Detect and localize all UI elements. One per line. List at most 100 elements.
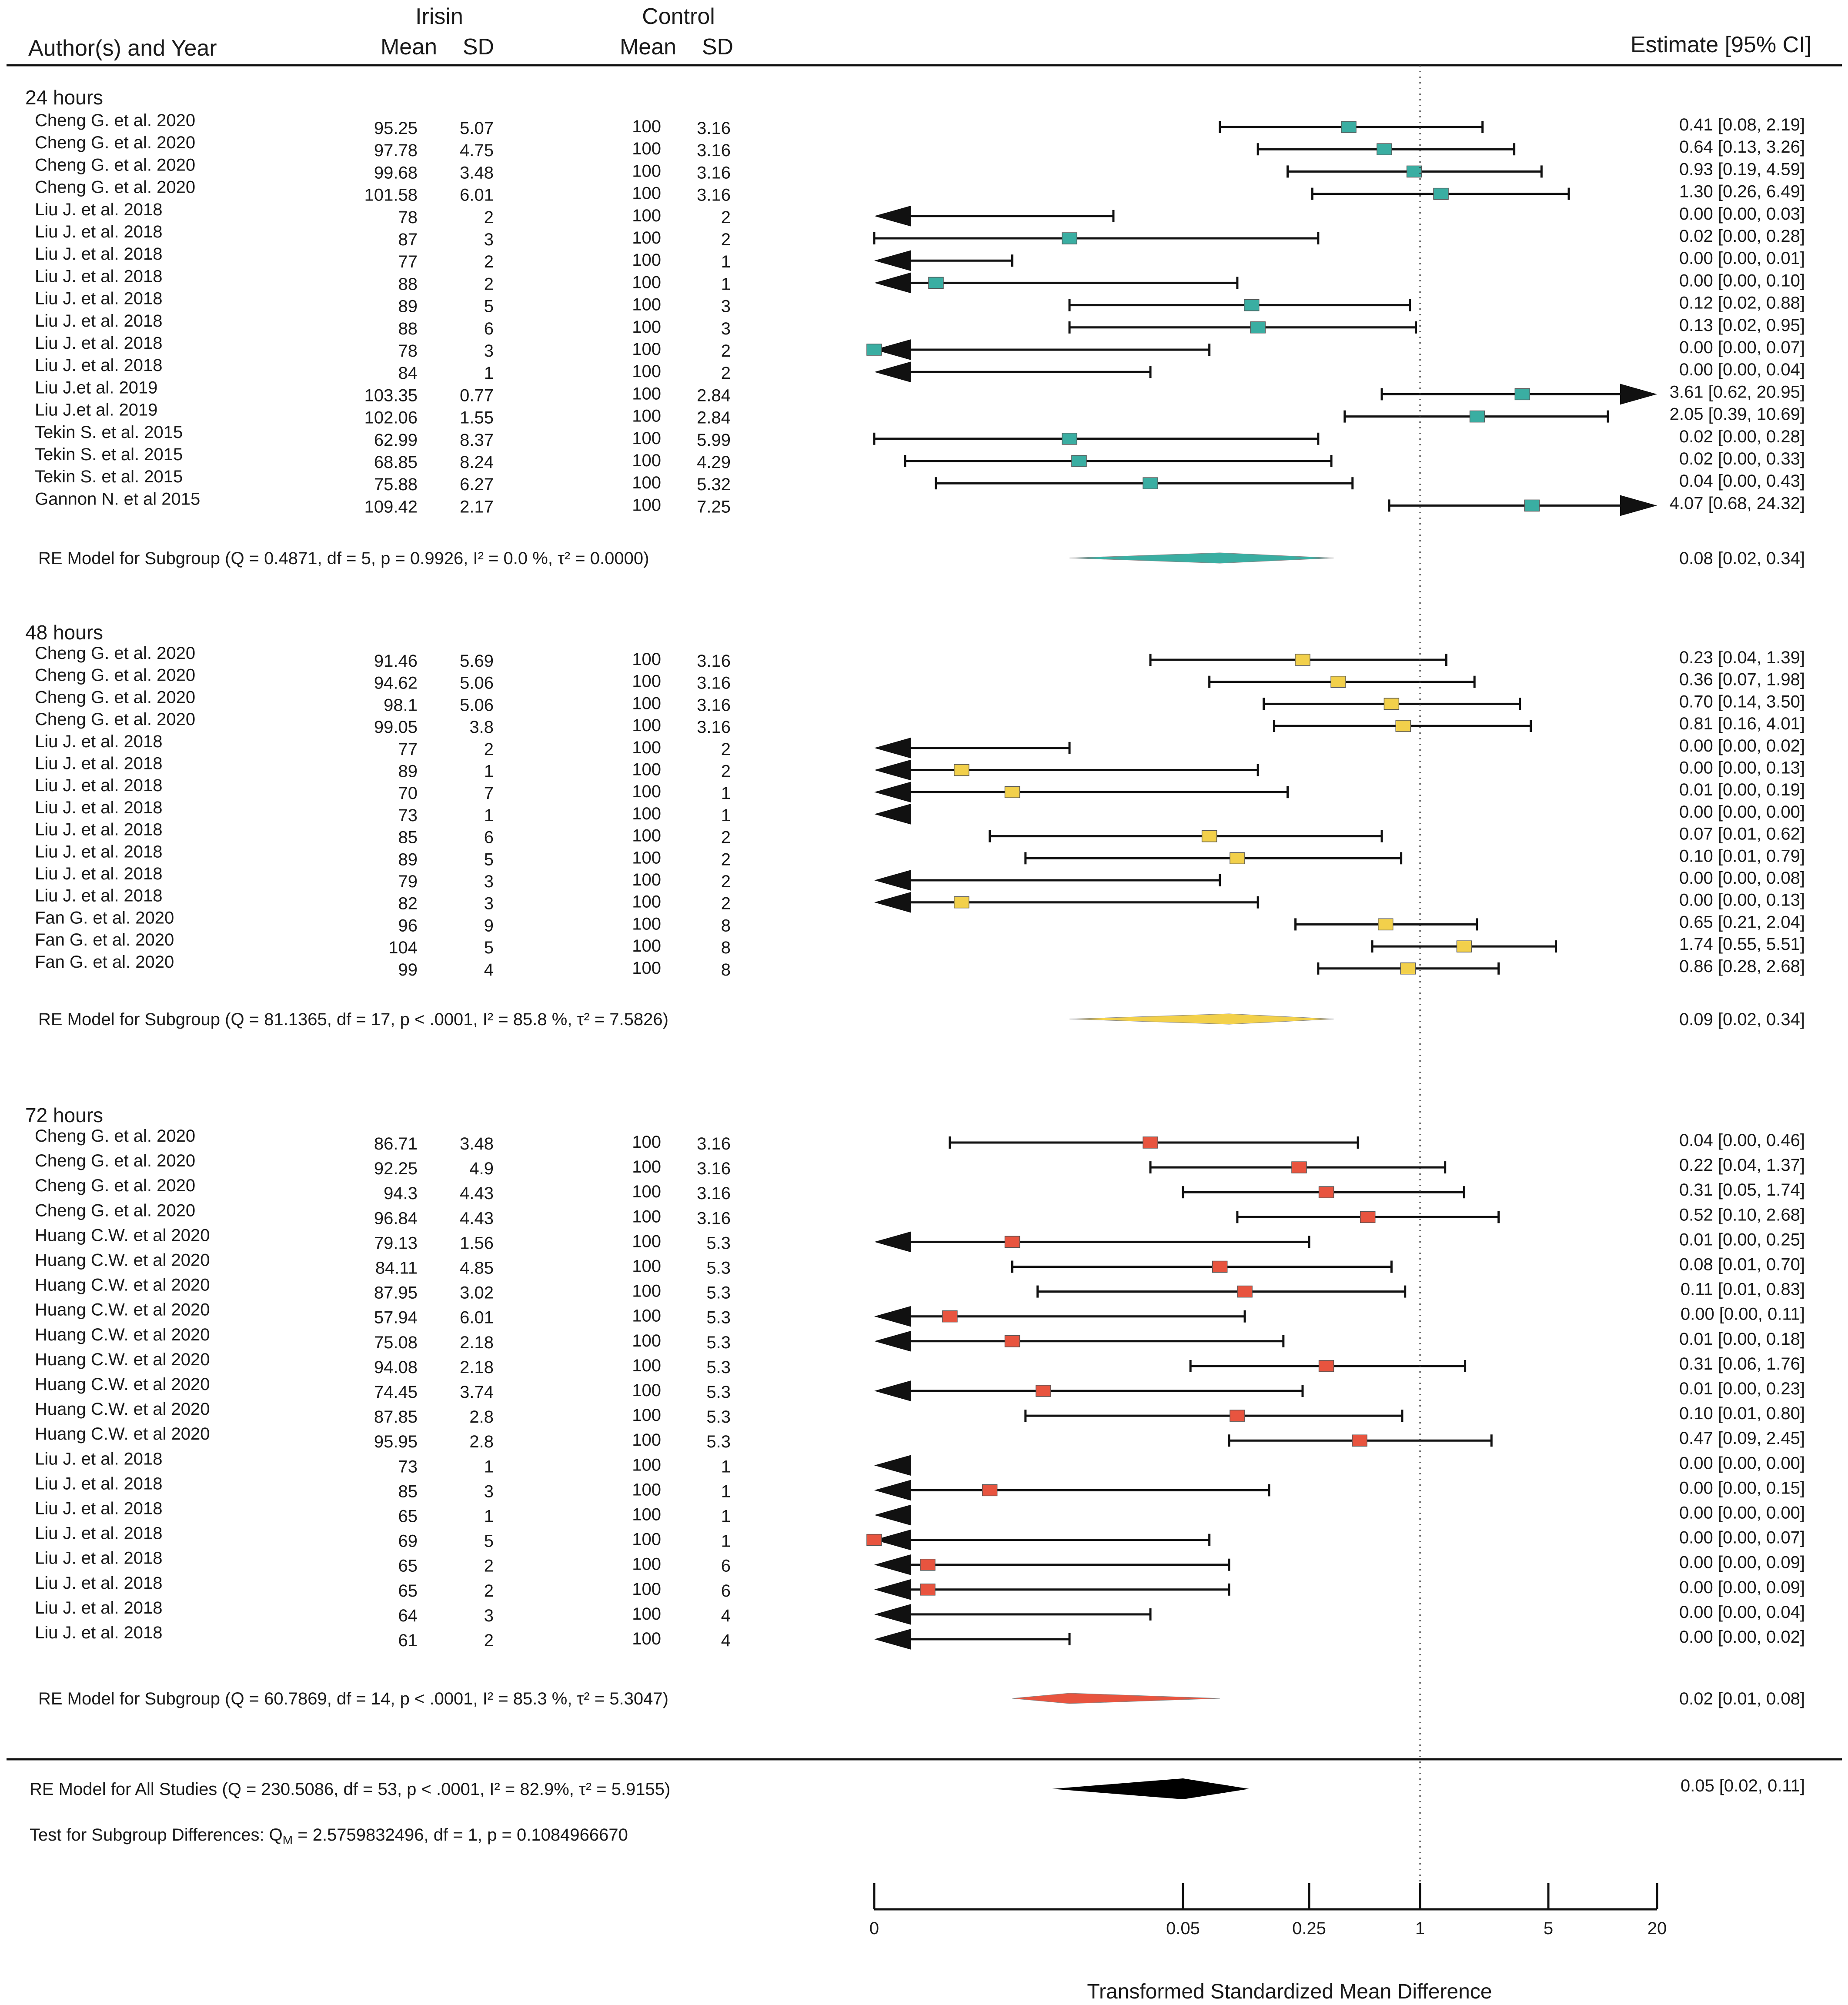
- control-mean: 100: [632, 1182, 661, 1201]
- irisin-mean: 73: [398, 806, 418, 825]
- point-estimate: [1377, 143, 1392, 155]
- control-mean: 100: [632, 429, 661, 448]
- control-mean: 100: [632, 936, 661, 956]
- ci-arrow-left: [874, 1629, 911, 1650]
- irisin-sd: 4.85: [460, 1259, 494, 1278]
- ci-arrow-right: [1620, 384, 1657, 405]
- point-estimate: [1456, 940, 1472, 952]
- irisin-mean: 73: [398, 1457, 418, 1476]
- study-author: Liu J. et al. 2018: [35, 200, 163, 219]
- study-author: Liu J. et al. 2018: [35, 311, 163, 331]
- ci-arrow-left: [874, 339, 911, 360]
- control-mean: 100: [632, 1406, 661, 1425]
- ci-arrow-left: [874, 737, 911, 759]
- irisin-sd: 4.43: [460, 1209, 494, 1228]
- study-author: Liu J.et al. 2019: [35, 401, 157, 420]
- study-author: Liu J. et al. 2018: [35, 1474, 163, 1493]
- irisin-mean: 91.46: [374, 652, 418, 671]
- point-estimate: [1004, 1335, 1020, 1347]
- ci-arrow-left: [874, 1380, 911, 1401]
- study-estimate: 0.00 [0.00, 0.11]: [1681, 1305, 1805, 1324]
- subgroup-summary-label: RE Model for Subgroup (Q = 0.4871, df = …: [38, 549, 649, 568]
- irisin-sd: 5.06: [460, 695, 494, 715]
- control-sd: 3: [721, 297, 731, 316]
- study-author: Liu J. et al. 2018: [35, 754, 163, 773]
- point-estimate: [982, 1484, 998, 1497]
- control-sd: 4: [721, 1631, 731, 1650]
- study-author: Liu J. et al. 2018: [35, 864, 163, 883]
- irisin-mean: 85: [398, 1482, 418, 1501]
- study-estimate: 0.04 [0.00, 0.43]: [1679, 471, 1805, 491]
- study-estimate: 0.81 [0.16, 4.01]: [1679, 714, 1805, 733]
- control-mean: 100: [632, 407, 661, 426]
- point-estimate: [1062, 232, 1077, 244]
- control-mean: 100: [632, 870, 661, 889]
- point-estimate: [1250, 321, 1266, 334]
- study-author: Huang C.W. et al 2020: [35, 1251, 210, 1270]
- point-estimate: [920, 1584, 936, 1596]
- control-mean: 100: [632, 1480, 661, 1499]
- header-control: Control: [642, 4, 715, 29]
- control-sd: 1: [721, 784, 731, 803]
- control-mean: 100: [632, 1356, 661, 1375]
- group-title-72-hours: 72 hours: [25, 1104, 103, 1126]
- irisin-mean: 64: [398, 1606, 418, 1625]
- ci-arrow-left: [874, 1504, 911, 1526]
- study-author: Liu J. et al. 2018: [35, 244, 163, 264]
- irisin-mean: 62.99: [374, 431, 418, 450]
- irisin-mean: 87.95: [374, 1283, 418, 1303]
- control-sd: 1: [721, 1482, 731, 1501]
- x-tick-label: 0: [869, 1919, 879, 1938]
- control-mean: 100: [632, 782, 661, 801]
- study-estimate: 0.11 [0.01, 0.83]: [1681, 1280, 1805, 1299]
- control-mean: 100: [632, 184, 661, 203]
- overall-summary-label: RE Model for All Studies (Q = 230.5086, …: [30, 1780, 670, 1799]
- irisin-mean: 95.95: [374, 1432, 418, 1451]
- study-estimate: 0.41 [0.08, 2.19]: [1679, 115, 1805, 134]
- control-mean: 100: [632, 1207, 661, 1226]
- control-sd: 2: [721, 341, 731, 361]
- x-tick-label: 0.05: [1166, 1919, 1200, 1938]
- control-sd: 3.16: [697, 652, 731, 671]
- study-author: Liu J. et al. 2018: [35, 842, 163, 861]
- study-estimate: 0.00 [0.00, 0.01]: [1679, 249, 1805, 268]
- irisin-sd: 3.48: [460, 163, 494, 182]
- control-sd: 7.25: [697, 497, 731, 516]
- ci-arrow-left: [874, 250, 911, 271]
- x-tick-label: 5: [1544, 1919, 1553, 1938]
- point-estimate: [1383, 698, 1400, 710]
- control-sd: 1: [721, 1507, 731, 1526]
- study-estimate: 1.74 [0.55, 5.51]: [1679, 935, 1805, 954]
- x-tick-label: 0.25: [1292, 1919, 1326, 1938]
- irisin-sd: 1.56: [460, 1233, 494, 1253]
- control-mean: 100: [632, 340, 661, 359]
- study-estimate: 0.70 [0.14, 3.50]: [1679, 692, 1805, 711]
- control-mean: 100: [632, 362, 661, 381]
- irisin-mean: 74.45: [374, 1383, 418, 1402]
- study-author: Huang C.W. et al 2020: [35, 1300, 210, 1320]
- irisin-mean: 70: [398, 784, 418, 803]
- control-sd: 2: [721, 740, 731, 759]
- control-sd: 1: [721, 806, 731, 825]
- control-sd: 3.16: [697, 163, 731, 182]
- irisin-sd: 2.8: [469, 1407, 494, 1427]
- study-author: Fan G. et al. 2020: [35, 952, 174, 972]
- study-author: Cheng G. et al. 2020: [35, 111, 195, 130]
- study-estimate: 0.00 [0.00, 0.15]: [1679, 1478, 1805, 1497]
- header-irisin: Irisin: [415, 4, 463, 29]
- irisin-sd: 2.17: [460, 497, 494, 516]
- irisin-sd: 1.55: [460, 408, 494, 428]
- point-estimate: [954, 764, 969, 776]
- irisin-sd: 5: [484, 1532, 494, 1551]
- control-mean: 100: [632, 451, 661, 470]
- study-estimate: 0.00 [0.00, 0.04]: [1679, 1603, 1805, 1622]
- control-sd: 3.16: [697, 186, 731, 205]
- control-mean: 100: [632, 273, 661, 292]
- study-estimate: 3.61 [0.62, 20.95]: [1670, 382, 1805, 401]
- study-author: Liu J. et al. 2018: [35, 1549, 163, 1568]
- control-sd: 3.16: [697, 1134, 731, 1153]
- control-mean: 100: [632, 1157, 661, 1176]
- point-estimate: [1378, 918, 1394, 931]
- study-author: Cheng G. et al. 2020: [35, 666, 195, 685]
- study-author: Cheng G. et al. 2020: [35, 688, 195, 707]
